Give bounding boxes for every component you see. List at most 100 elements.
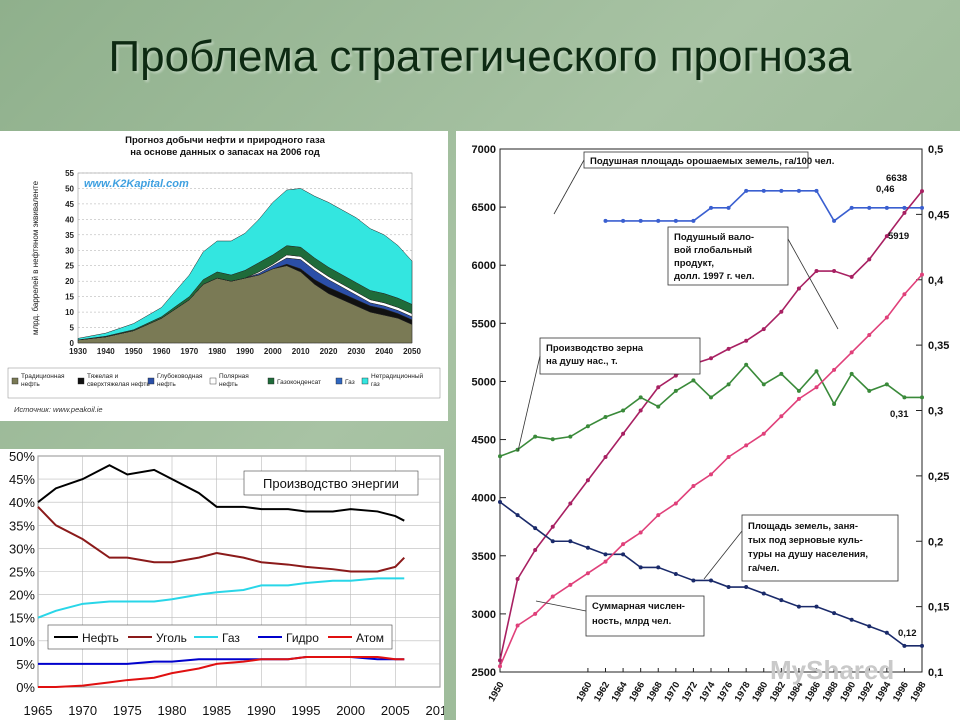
y-tick-label: 0% xyxy=(16,680,35,695)
data-point xyxy=(656,565,661,570)
data-point xyxy=(761,327,766,332)
global-indicators-panel: 2500 3000 3500 4000 4500 5000 5500 6000 6500 7000… xyxy=(456,131,960,720)
data-point xyxy=(761,188,766,193)
x-tick-label: 1974 xyxy=(698,679,718,703)
data-point xyxy=(673,388,678,393)
legend-label: нефть xyxy=(21,381,40,388)
data-point xyxy=(656,513,661,518)
y-left-tick-label: 6500 xyxy=(472,202,496,214)
y-left-tick-label: 5000 xyxy=(472,376,496,388)
legend-swatch xyxy=(77,377,85,385)
y-left-tick-label: 4500 xyxy=(472,435,496,447)
x-tick-label: 1980 xyxy=(208,347,226,356)
data-point xyxy=(550,524,555,529)
y-right-tick-label: 0,2 xyxy=(928,536,943,548)
data-point xyxy=(568,539,573,544)
y-tick-label: 0 xyxy=(70,339,75,348)
data-point xyxy=(691,484,696,489)
data-point xyxy=(638,530,643,535)
data-point xyxy=(568,434,573,439)
data-point xyxy=(673,571,678,576)
x-tick-label: 2040 xyxy=(375,347,393,356)
x-tick-label: 1970 xyxy=(68,703,97,718)
x-tick-label: 1975 xyxy=(113,703,142,718)
data-point xyxy=(796,604,801,609)
legend-label: Газ xyxy=(222,631,240,645)
y-tick-label: 10% xyxy=(9,634,35,649)
title-box xyxy=(243,470,419,496)
data-point xyxy=(832,218,837,223)
legend-label: сверхтяжелая нефть xyxy=(87,381,150,388)
legend-swatch xyxy=(361,377,369,385)
data-point xyxy=(568,501,573,506)
legend-label: Гидро xyxy=(286,631,319,645)
data-point xyxy=(761,591,766,596)
data-point xyxy=(550,594,555,599)
annotation-box xyxy=(667,226,789,286)
y-tick-label: 40 xyxy=(65,215,74,224)
data-point xyxy=(814,385,819,390)
legend-label: Уголь xyxy=(156,631,187,645)
data-point xyxy=(585,545,590,550)
data-point xyxy=(533,526,538,531)
annotation-label: продукт, xyxy=(674,258,714,269)
data-point xyxy=(779,598,784,603)
data-point xyxy=(709,205,713,210)
data-point xyxy=(498,454,502,459)
energy-production-panel: 0% 5% 10% 15% 20% 25% 30% 35% 40% 45% 50% 1965 1970 1… xyxy=(0,449,444,720)
legend-label: Нефть xyxy=(82,631,119,645)
y-right-tick-label: 0,3 xyxy=(928,406,943,418)
data-point xyxy=(814,188,819,193)
x-tick-label: 1964 xyxy=(610,679,630,703)
legend-swatch xyxy=(335,377,343,385)
data-point xyxy=(779,309,784,314)
data-point xyxy=(533,434,538,439)
value-label: 0,12 xyxy=(898,628,917,639)
data-point xyxy=(638,395,643,400)
data-point xyxy=(744,338,749,343)
data-point xyxy=(902,643,907,648)
watermark-logo: MyShared xyxy=(770,655,895,685)
data-point xyxy=(498,664,502,669)
data-point xyxy=(796,388,801,393)
data-point xyxy=(621,552,626,557)
data-point xyxy=(796,188,801,193)
data-point xyxy=(603,415,608,420)
data-point xyxy=(515,513,520,518)
y-tick-label: 50 xyxy=(65,184,74,193)
y-right-tick-label: 0,5 xyxy=(928,144,943,156)
y-tick-label: 10 xyxy=(65,308,74,317)
data-point xyxy=(884,382,889,387)
data-point xyxy=(603,559,608,564)
x-tick-label: 1962 xyxy=(592,680,612,704)
energy-production-chart: 0% 5% 10% 15% 20% 25% 30% 35% 40% 45% 50% 1965 1970 1… xyxy=(9,449,444,718)
chart-watermark: www.K2Kapital.com xyxy=(84,178,189,190)
annotation-label: на душу нас., т. xyxy=(546,356,618,367)
data-point xyxy=(673,373,678,378)
data-point xyxy=(638,408,643,413)
y-right-tick-label: 0,25 xyxy=(928,471,949,483)
data-point xyxy=(744,362,749,367)
y-tick-label: 35% xyxy=(9,518,35,533)
annotation-leader xyxy=(703,530,743,580)
y-tick-label: 20% xyxy=(9,588,35,603)
x-tick-label: 2000 xyxy=(264,347,282,356)
x-tick-label: 1995 xyxy=(292,703,321,718)
x-tick-label: 1950 xyxy=(487,680,507,704)
global-indicators-chart: 2500 3000 3500 4000 4500 5000 5500 6000 6500 7000… xyxy=(472,144,950,704)
annotation-box xyxy=(741,514,899,582)
x-tick-label: 1972 xyxy=(680,680,700,704)
y-tick-label: 20 xyxy=(65,277,74,286)
data-point xyxy=(533,547,538,552)
y-tick-label: 45 xyxy=(65,200,74,209)
y-tick-label: 5% xyxy=(16,657,35,672)
data-point xyxy=(920,272,924,277)
data-point xyxy=(796,396,801,401)
annotation-label: туры на душу населения, xyxy=(748,549,868,560)
x-tick-label: 2030 xyxy=(347,347,365,356)
data-point xyxy=(585,478,590,483)
y-right-tick-label: 0,45 xyxy=(928,209,949,221)
x-tick-label: 1976 xyxy=(715,680,735,704)
data-point xyxy=(832,269,837,274)
data-point xyxy=(691,378,696,383)
